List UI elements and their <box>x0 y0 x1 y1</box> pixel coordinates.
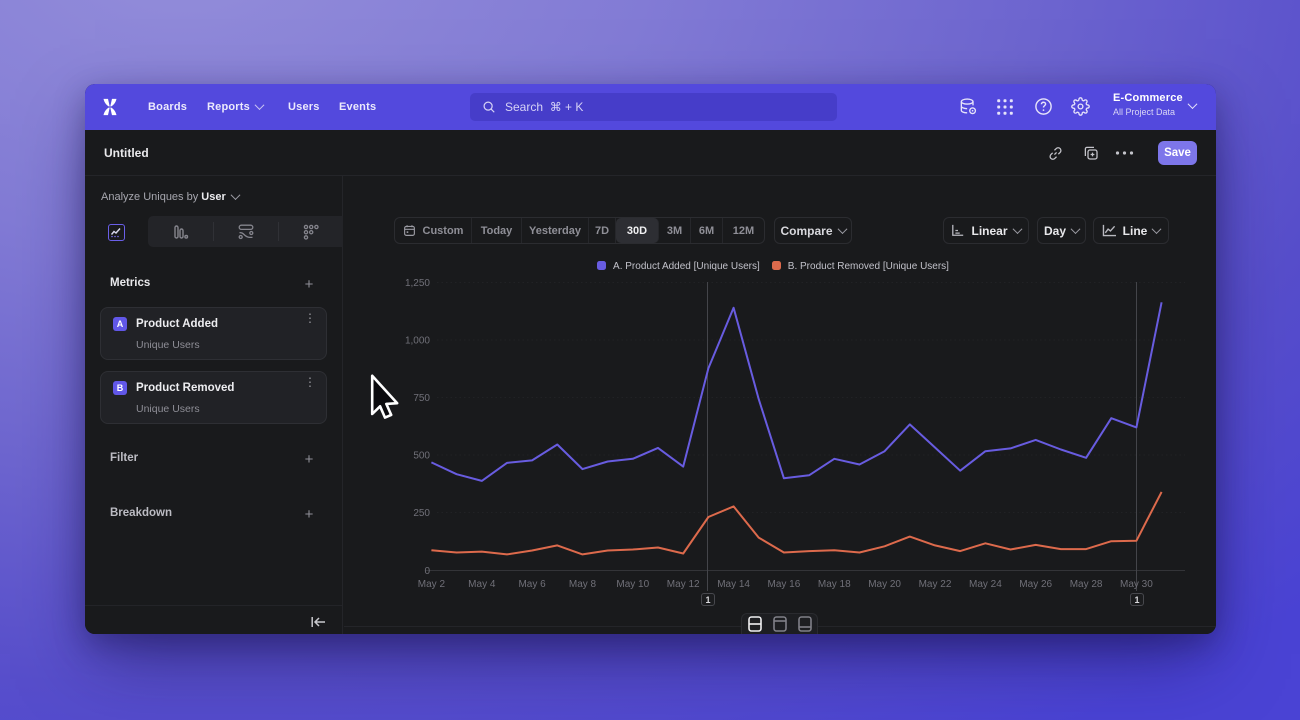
svg-text:May 10: May 10 <box>616 579 649 590</box>
svg-text:May 30: May 30 <box>1120 579 1153 590</box>
svg-text:500: 500 <box>413 451 430 462</box>
svg-text:May 26: May 26 <box>1019 579 1052 590</box>
svg-text:May 16: May 16 <box>768 579 801 590</box>
svg-text:May 22: May 22 <box>919 579 952 590</box>
svg-text:May 20: May 20 <box>868 579 901 590</box>
svg-text:May 18: May 18 <box>818 579 851 590</box>
svg-text:May 4: May 4 <box>468 579 496 590</box>
svg-text:0: 0 <box>424 566 430 577</box>
svg-text:May 14: May 14 <box>717 579 750 590</box>
svg-text:1,000: 1,000 <box>405 336 430 347</box>
svg-text:250: 250 <box>413 508 430 519</box>
svg-text:750: 750 <box>413 393 430 404</box>
svg-text:May 8: May 8 <box>569 579 597 590</box>
svg-text:May 24: May 24 <box>969 579 1002 590</box>
svg-text:May 12: May 12 <box>667 579 700 590</box>
svg-text:May 2: May 2 <box>418 579 446 590</box>
svg-text:May 6: May 6 <box>518 579 546 590</box>
svg-text:1,250: 1,250 <box>405 278 430 289</box>
svg-text:May 28: May 28 <box>1070 579 1103 590</box>
